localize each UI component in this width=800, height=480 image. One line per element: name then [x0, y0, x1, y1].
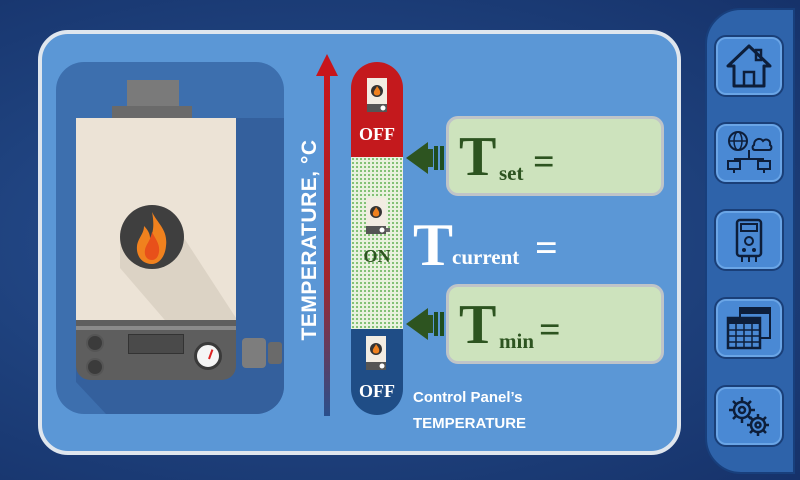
mini-boiler-icon: [367, 78, 387, 112]
arrow-left-icon: [406, 142, 444, 174]
on-zone: [351, 157, 403, 329]
pressure-gauge-icon: [194, 342, 222, 370]
network-button[interactable]: [714, 122, 784, 184]
boiler-icon: [735, 218, 763, 262]
boiler-valve: [268, 342, 282, 364]
mini-boiler-icon: [366, 336, 386, 370]
arrow-left-icon: [406, 308, 444, 340]
boiler-display: [128, 334, 184, 354]
bottom-off-label: OFF: [359, 381, 395, 401]
gears-icon: [729, 397, 769, 436]
t-set-subscript: set: [499, 161, 524, 185]
t-min-symbol: T: [459, 294, 497, 356]
boiler-valve: [242, 338, 266, 368]
boiler-knob: [86, 358, 104, 376]
temperature-arrow-icon: [316, 54, 338, 416]
t-set-equals: =: [533, 141, 555, 183]
home-button[interactable]: [714, 35, 784, 97]
t-min-field[interactable]: T min =: [446, 284, 664, 364]
schedule-button[interactable]: [714, 297, 784, 359]
t-set-symbol: T: [459, 126, 497, 188]
calendar-icon: [726, 307, 771, 350]
caption-line-2: TEMPERATURE: [413, 415, 527, 432]
on-label: ON: [363, 246, 391, 266]
network-icon: [727, 131, 773, 173]
mini-boiler-icon: [366, 198, 390, 234]
t-current-symbol: T: [413, 212, 454, 278]
caption-line-1: Control Panel’s: [413, 389, 523, 406]
top-off-label: OFF: [359, 124, 395, 144]
t-set-field[interactable]: T set =: [446, 116, 664, 196]
home-icon: [726, 44, 772, 88]
boiler-base-stripe: [76, 326, 236, 330]
t-current-equals: =: [535, 225, 558, 270]
boiler-knob: [86, 334, 104, 352]
boiler-button[interactable]: [714, 209, 784, 271]
t-min-equals: =: [539, 309, 561, 351]
settings-button[interactable]: [714, 385, 784, 447]
t-min-subscript: min: [499, 329, 535, 353]
flame-icon: [136, 212, 167, 264]
t-current-subscript: current: [452, 245, 520, 269]
